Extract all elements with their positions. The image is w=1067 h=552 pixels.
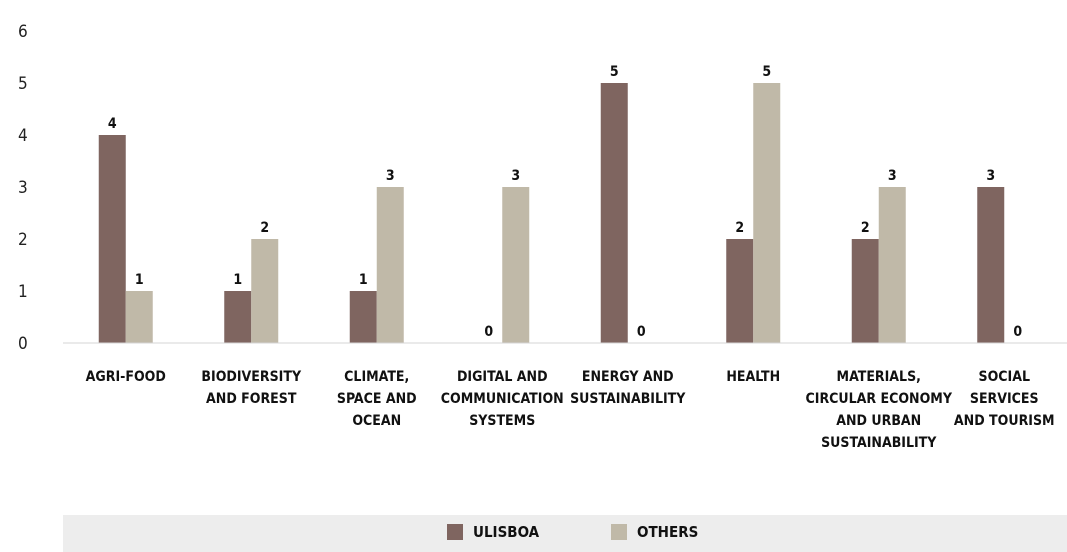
bar-chart: 0 1 2 3 4 5 6 4 1 1 2 1 3 0 3 5 0 2 5 2 3 3 0 AGRI-FOOD BIODIV…: [18, 22, 1067, 451]
y-tick-label: 4: [18, 126, 28, 146]
value-label-ulisboa-3: 1: [359, 272, 368, 288]
legend-label-others: OTHERS: [637, 523, 699, 541]
value-label-ulisboa-6: 2: [735, 220, 744, 236]
value-label-ulisboa-5: 5: [610, 64, 619, 80]
legend-item-others: OTHERS: [611, 523, 698, 541]
bar-ulisboa-6: [726, 239, 754, 343]
y-axis: 0 1 2 3 4 5 6: [18, 22, 28, 354]
value-label-ulisboa-1: 4: [108, 116, 117, 132]
value-label-others-5: 0: [637, 324, 646, 340]
bar-others-2: [251, 239, 279, 343]
y-tick-label: 3: [18, 178, 28, 198]
value-label-ulisboa-4: 0: [484, 324, 493, 340]
value-label-ulisboa-8: 3: [986, 168, 995, 184]
bar-ulisboa-3: [349, 291, 377, 343]
category-label-8: SOCIAL SERVICES AND TOURISM: [954, 369, 1055, 429]
value-label-others-8: 0: [1013, 324, 1022, 340]
category-label-6: HEALTH: [726, 369, 780, 385]
legend-label-ulisboa: ULISBOA: [473, 523, 540, 541]
bar-ulisboa-8: [977, 187, 1005, 343]
category-label-2: BIODIVERSITY AND FOREST: [201, 369, 302, 407]
category-label-4: DIGITAL AND COMMUNICATION SYSTEMS: [441, 369, 564, 429]
value-label-others-4: 3: [511, 168, 520, 184]
bar-others-3: [376, 187, 404, 343]
category-label-7: MATERIALS, CIRCULAR ECONOMY AND URBAN SUSTA…: [806, 369, 953, 451]
value-label-others-7: 3: [888, 168, 897, 184]
value-label-others-2: 2: [260, 220, 269, 236]
legend-swatch-others: [611, 524, 627, 540]
bar-ulisboa-1: [98, 135, 126, 343]
category-label-5: ENERGY AND SUSTAINABILITY: [570, 369, 686, 407]
value-label-ulisboa-7: 2: [861, 220, 870, 236]
y-tick-label: 0: [18, 334, 28, 354]
bars: [98, 83, 1005, 343]
y-tick-label: 5: [18, 74, 28, 94]
category-label-3: CLIMATE, SPACE AND OCEAN: [337, 369, 417, 429]
bar-ulisboa-2: [224, 291, 252, 343]
y-tick-label: 6: [18, 22, 28, 42]
value-labels: 4 1 1 2 1 3 0 3 5 0 2 5 2 3 3 0: [108, 64, 1023, 340]
legend: ULISBOA OTHERS: [63, 515, 1067, 552]
bar-ulisboa-5: [600, 83, 628, 343]
bar-others-4: [502, 187, 530, 343]
bar-others-1: [125, 291, 153, 343]
category-label-1: AGRI-FOOD: [86, 369, 166, 385]
x-axis-category-labels: AGRI-FOOD BIODIVERSITY AND FOREST CLIMATE, S…: [86, 369, 1055, 451]
value-label-ulisboa-2: 1: [233, 272, 242, 288]
value-label-others-3: 3: [386, 168, 395, 184]
value-label-others-6: 5: [762, 64, 771, 80]
legend-item-ulisboa: ULISBOA: [447, 523, 539, 541]
bar-ulisboa-7: [851, 239, 879, 343]
legend-swatch-ulisboa: [447, 524, 463, 540]
value-label-others-1: 1: [135, 272, 144, 288]
bar-others-6: [753, 83, 781, 343]
y-tick-label: 1: [18, 282, 28, 302]
bar-others-7: [878, 187, 906, 343]
y-tick-label: 2: [18, 230, 28, 250]
